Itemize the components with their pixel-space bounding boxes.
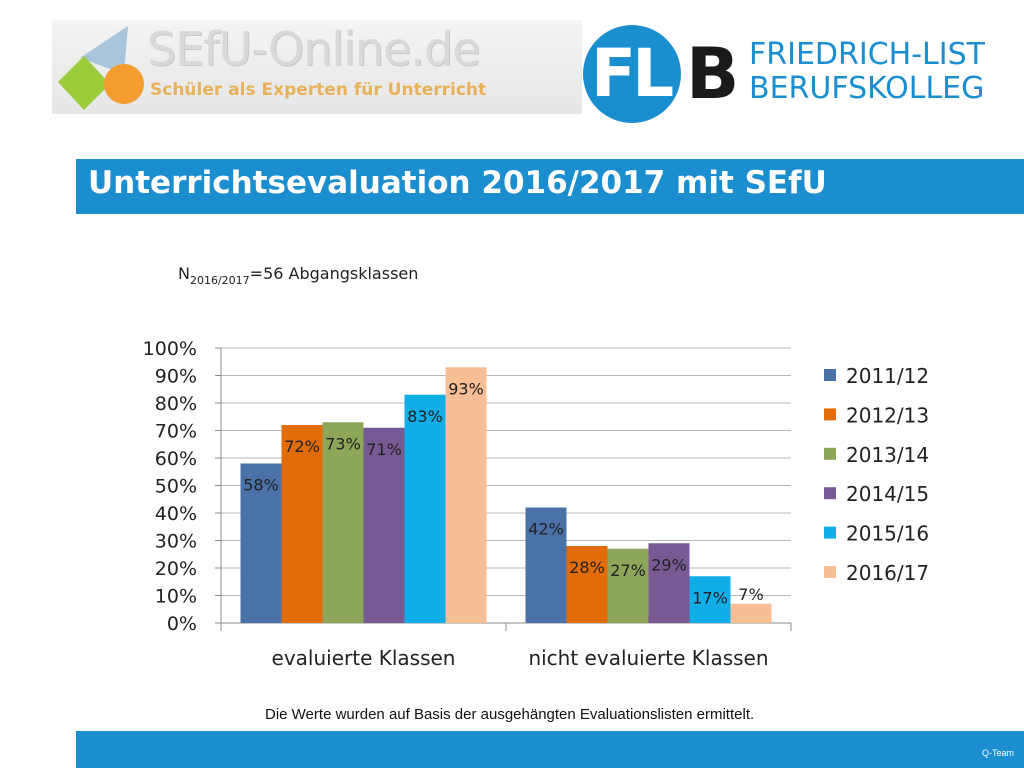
flb-logo-name: FRIEDRICH-LIST BERUFSKOLLEG (749, 38, 985, 106)
page-title: Unterrichtsevaluation 2016/2017 mit SEfU (88, 165, 827, 201)
legend-swatch (824, 526, 836, 539)
y-tick-label: 10% (155, 586, 197, 608)
sefu-logo: SEfU-Online.de Schüler als Experten für … (52, 20, 582, 114)
data-label: 72% (284, 437, 320, 456)
legend-swatch (824, 487, 836, 500)
chart-bars: 58% 72% 73% 71% 83% 93% 42% 28% 27% 29% 17% 7% (240, 367, 772, 623)
data-label: 73% (325, 434, 361, 453)
data-label: 17% (692, 588, 728, 607)
y-tick-label: 0% (167, 613, 197, 635)
data-label: 58% (243, 476, 279, 495)
legend-label: 2015/16 (846, 522, 929, 546)
bar (240, 463, 282, 623)
bar (525, 507, 567, 623)
chart-subtitle-prefix: N (178, 264, 190, 283)
data-label: 71% (366, 440, 402, 459)
legend-label: 2016/17 (846, 561, 929, 585)
chart-legend: 2011/12 2012/13 2013/14 2014/15 2015/16 2016/… (824, 364, 929, 585)
bar (363, 427, 405, 623)
bar (689, 576, 731, 623)
category-label: nicht evaluierte Klassen (528, 646, 768, 670)
bar-chart: 58% 72% 73% 71% 83% 93% 42% 28% 27% 29% 17% 7% 0% 10… (143, 264, 929, 670)
footer-label: Q-Team (981, 748, 1014, 758)
legend-swatch (824, 447, 836, 460)
data-label: 29% (651, 555, 687, 574)
sefu-logo-subtitle: Schüler als Experten für Unterricht (150, 80, 487, 100)
flb-logo-disc (583, 25, 681, 123)
legend-swatch (824, 408, 836, 421)
chart-subtitle-subscript: 2016/2017 (190, 274, 250, 287)
flb-logo: FL B FRIEDRICH-LIST BERUFSKOLLEG (583, 20, 1003, 123)
flb-logo-line1: FRIEDRICH-LIST (749, 37, 985, 72)
legend-swatch (824, 369, 836, 381)
y-tick-label: 20% (155, 558, 197, 580)
flb-logo-mark: FL (591, 35, 674, 112)
title-bar: Unterrichtsevaluation 2016/2017 mit SEfU (76, 159, 1024, 214)
chart-x-categories: evaluierte Klassen nicht evaluierte Klass… (272, 646, 769, 670)
bar (445, 367, 487, 623)
bar (730, 603, 772, 623)
y-tick-label: 100% (143, 338, 197, 360)
legend-label: 2014/15 (846, 482, 929, 506)
flb-logo-b: B (686, 33, 740, 115)
footer-bar: Q-Team (76, 731, 1024, 768)
chart-subtitle-suffix: =56 Abgangsklassen (250, 264, 419, 283)
y-tick-label: 30% (155, 531, 197, 553)
y-tick-label: 70% (155, 421, 197, 443)
data-label: 42% (528, 520, 564, 539)
y-tick-label: 90% (155, 366, 197, 388)
legend-label: 2011/12 (846, 364, 929, 388)
data-label: 93% (448, 379, 484, 398)
bar (322, 422, 364, 623)
bar (648, 543, 690, 623)
legend-swatch (824, 566, 836, 578)
data-label: 27% (610, 561, 646, 580)
bar (566, 546, 608, 623)
y-tick-label: 60% (155, 448, 197, 470)
flb-logo-line2: BERUFSKOLLEG (749, 71, 985, 106)
data-label: 83% (407, 407, 443, 426)
category-label: evaluierte Klassen (272, 646, 456, 670)
bar (607, 548, 649, 623)
data-label: 28% (569, 558, 605, 577)
chart-y-ticks: 0% 10% 20% 30% 40% 50% 60% 70% 80% 90% 100% (143, 338, 197, 635)
bar (281, 425, 323, 623)
chart-subtitle: N2016/2017=56 Abgangsklassen (178, 264, 418, 287)
y-tick-label: 80% (155, 393, 197, 415)
footnote: Die Werte wurden auf Basis der ausgehäng… (265, 706, 755, 723)
legend-label: 2012/13 (846, 403, 929, 427)
bar (404, 394, 446, 623)
y-tick-label: 40% (155, 503, 197, 525)
data-label: 7% (738, 585, 763, 604)
sefu-logo-title: SEfU-Online.de (147, 22, 481, 76)
y-tick-label: 50% (155, 476, 197, 498)
legend-label: 2013/14 (846, 443, 929, 467)
sefu-shapes-icon (58, 26, 144, 110)
